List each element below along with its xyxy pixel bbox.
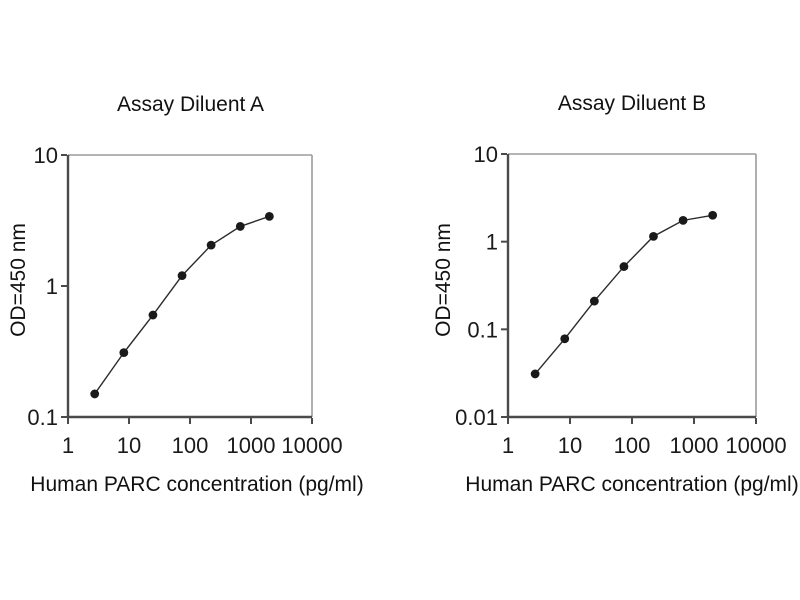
- x-tick-label: 1: [62, 433, 74, 458]
- y-tick-label: 10: [474, 142, 498, 167]
- x-tick-label: 10000: [725, 433, 786, 458]
- data-point-marker: [119, 348, 129, 358]
- y-tick-label: 10: [34, 143, 58, 168]
- y-tick-label: 0.1: [467, 317, 498, 342]
- x-tick-label: 10: [558, 433, 582, 458]
- x-tick-label: 1: [502, 433, 514, 458]
- chart-b-title: Assay Diluent B: [557, 92, 707, 115]
- x-tick-label: 1000: [670, 433, 719, 458]
- data-point-marker: [619, 262, 629, 271]
- x-tick-label: 100: [172, 433, 209, 458]
- data-point-marker: [678, 215, 688, 225]
- x-tick-label: 100: [614, 433, 651, 458]
- x-tick-label: 10000: [281, 433, 342, 458]
- data-point-marker: [148, 310, 158, 320]
- data-point-marker: [206, 240, 216, 250]
- series-line: [94, 215, 270, 395]
- chart-a-x-axis-label: Human PARC concentration (pg/ml): [30, 473, 364, 496]
- x-tick-label: 1000: [227, 433, 276, 458]
- chart-a-y-axis-label: OD=450 nm: [7, 223, 30, 337]
- y-tick-label: 0.1: [27, 405, 58, 430]
- data-point-marker: [589, 296, 599, 306]
- data-point-marker: [235, 222, 245, 231]
- data-point-marker: [264, 211, 274, 221]
- y-tick-label: 1: [486, 230, 498, 255]
- chart-b-x-axis-label: Human PARC concentration (pg/ml): [465, 473, 799, 496]
- chart-a-title: Assay Diluent A: [116, 93, 265, 116]
- data-point-marker: [90, 389, 100, 399]
- data-point-marker: [708, 210, 718, 220]
- y-tick-label: 1: [46, 274, 58, 299]
- data-point-marker: [560, 334, 570, 344]
- data-point-marker: [649, 231, 658, 241]
- series-line: [534, 214, 713, 375]
- data-point-marker: [177, 271, 187, 281]
- chart-b-y-axis-label: OD=450 nm: [432, 223, 455, 337]
- x-tick-label: 10: [117, 433, 141, 458]
- y-tick-label: 0.01: [455, 405, 498, 430]
- data-point-marker: [530, 369, 540, 379]
